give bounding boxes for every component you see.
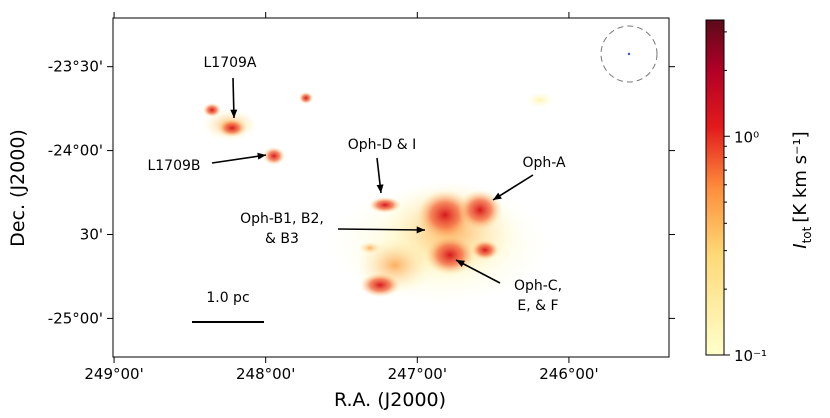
colorbar-label-sub: tot bbox=[800, 226, 814, 243]
x-tick-label: 248°00' bbox=[236, 365, 295, 383]
emission bbox=[202, 92, 554, 305]
annotation-label: Oph-D & I bbox=[348, 137, 417, 153]
x-tick-label: 246°00' bbox=[539, 365, 598, 383]
x-tick-label: 249°00' bbox=[84, 365, 143, 383]
arrow-head bbox=[257, 152, 266, 160]
annotation-label: L1709A bbox=[203, 55, 256, 71]
arrow-head bbox=[230, 109, 238, 118]
y-tick-label: -25°00' bbox=[48, 309, 103, 327]
colorbar-label-unit: [K km s⁻¹] bbox=[790, 131, 811, 222]
x-tick-label: 247°00' bbox=[388, 365, 447, 383]
arrow-head bbox=[456, 260, 465, 267]
beam bbox=[600, 25, 658, 83]
arrow-head bbox=[416, 226, 425, 234]
colorbar-tick-label: 10⁰ bbox=[734, 128, 759, 146]
y-tick-label: -24°00' bbox=[48, 142, 103, 160]
arrow-head bbox=[493, 192, 502, 200]
colorbar-tick-label: 10⁻¹ bbox=[734, 347, 767, 365]
annotation-label: Oph-C, bbox=[514, 278, 562, 294]
annotation-arrow bbox=[211, 154, 267, 164]
colorbar bbox=[705, 19, 725, 356]
scale-bar-label: 1.0 pc bbox=[206, 290, 249, 306]
y-tick-label: -23°30' bbox=[48, 58, 103, 76]
colorbar-label: Itot [K km s⁻¹] bbox=[790, 131, 814, 248]
plot-frame bbox=[112, 17, 670, 358]
y-axis-label: Dec. (J2000) bbox=[7, 129, 29, 247]
annotation-label: & B3 bbox=[265, 231, 299, 247]
y-tick-label: 30' bbox=[80, 225, 103, 243]
annotation-arrow bbox=[337, 228, 426, 231]
annotation-label: E, & F bbox=[517, 298, 558, 314]
annotation-label: L1709B bbox=[147, 158, 200, 174]
arrow-head bbox=[376, 184, 384, 193]
annotation-label: Oph-B1, B2, bbox=[240, 211, 324, 227]
annotation-label: Oph-A bbox=[522, 155, 566, 171]
beam-center bbox=[627, 52, 631, 56]
colorbar-label-symbol: I bbox=[790, 243, 811, 248]
x-axis-label: R.A. (J2000) bbox=[334, 389, 446, 411]
